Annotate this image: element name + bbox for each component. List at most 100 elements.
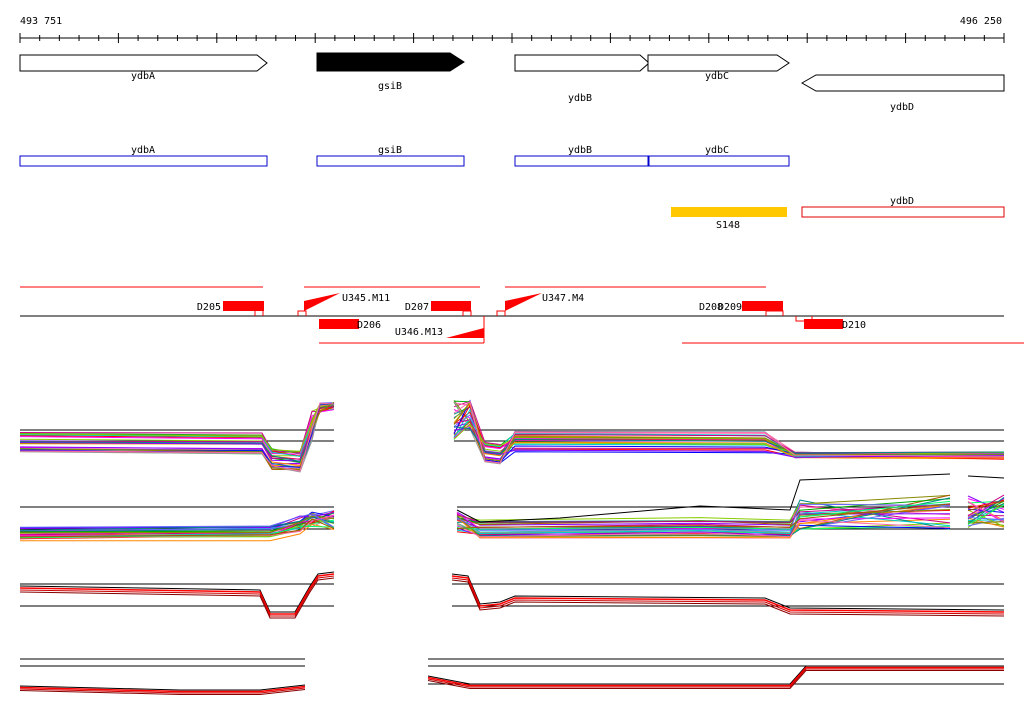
feature-U346-M13-triangle[interactable] xyxy=(446,328,484,338)
profile-line-t2-right xyxy=(456,500,951,530)
profile-line-t3-left xyxy=(19,575,335,617)
feature-D206-label: D206 xyxy=(357,320,381,331)
annotation-label-gsiB: gsiB xyxy=(378,145,402,156)
profile-line-t2-black-tail xyxy=(967,475,1005,479)
expression-profile-lines xyxy=(19,399,1005,695)
gene-label-ydbB: ydbB xyxy=(568,93,592,104)
annotation-box-ydbB[interactable] xyxy=(514,155,649,167)
coordinate-ruler: 493 751 496 250 xyxy=(19,16,1005,43)
profile-line-t1-right xyxy=(453,400,1005,457)
profile-line-t4-left xyxy=(19,687,306,694)
profile-line-t2-left xyxy=(20,523,335,542)
gene-ydbD[interactable]: ydbD xyxy=(800,74,1005,113)
gene-gsiB[interactable]: gsiB xyxy=(316,52,465,92)
gene-arrow-ydbC[interactable] xyxy=(647,54,790,72)
feature-tick-5 xyxy=(765,310,784,316)
profile-line-t3-right xyxy=(451,577,1005,615)
profile-line-t2-right xyxy=(456,503,951,531)
feature-D208-D209-bar[interactable] xyxy=(742,301,783,311)
profile-line-t1-left xyxy=(19,406,335,452)
expression-track-3-refs xyxy=(20,583,1004,607)
segment-S148-label: S148 xyxy=(716,220,740,231)
profile-line-t4-right xyxy=(427,670,1004,689)
features-track: D205 U345.M11 D206 D207 U346.M13 U347.M4… xyxy=(20,286,1024,344)
feature-tick-2 xyxy=(297,310,307,316)
feature-D205-label: D205 xyxy=(197,302,221,313)
profile-line-t1-left xyxy=(19,403,335,454)
profile-line-t1-left xyxy=(20,403,335,454)
feature-U347-M4-label: U347.M4 xyxy=(542,293,584,304)
profile-line-t2-left xyxy=(19,518,335,538)
profile-line-t2-right xyxy=(456,494,951,530)
profile-line-t2-right-tail xyxy=(967,521,1005,524)
gene-arrow-ydbB[interactable] xyxy=(514,54,650,72)
gene-label-gsiB: gsiB xyxy=(378,81,402,92)
profile-line-t2-left xyxy=(19,515,335,534)
profile-line-t2-right-tail xyxy=(967,504,1005,525)
gene-label-ydbC: ydbC xyxy=(705,71,729,82)
feature-D205-bar[interactable] xyxy=(223,301,264,311)
profile-line-t2-black xyxy=(456,473,951,523)
profile-line-t2-left xyxy=(19,513,335,528)
profile-line-t2-right xyxy=(456,519,951,538)
profile-line-t3-left xyxy=(19,577,335,619)
profile-line-t2-right-tail xyxy=(967,501,1005,522)
profile-line-t3-right xyxy=(451,575,1005,613)
annotation-label-ydbC: ydbC xyxy=(705,145,729,156)
expression-tracks xyxy=(19,399,1005,695)
gene-label-ydbA: ydbA xyxy=(131,71,155,82)
segment-S148-bar[interactable] xyxy=(671,207,787,217)
annotation-label-ydbB: ydbB xyxy=(568,145,592,156)
gene-arrow-gsiB[interactable] xyxy=(316,52,465,72)
profile-line-t3-right xyxy=(451,573,1005,611)
profile-line-t4-right xyxy=(427,666,1004,687)
profile-line-t1-right xyxy=(453,400,1005,464)
feature-D210-label: D210 xyxy=(842,320,866,331)
gene-ydbC[interactable]: ydbC xyxy=(647,54,790,82)
gene-arrow-ydbD[interactable] xyxy=(800,74,1005,92)
annotation-box-ydbC[interactable] xyxy=(648,155,790,167)
profile-line-t4-right xyxy=(427,668,1004,688)
feature-D208-label: D208 xyxy=(699,302,723,313)
profile-line-t2-right xyxy=(456,504,951,523)
feature-tick-4 xyxy=(496,310,506,316)
profile-line-t2-right xyxy=(456,503,951,529)
gene-ydbA[interactable]: ydbA xyxy=(19,54,268,82)
profile-line-t1-right xyxy=(453,419,1005,454)
profile-line-t2-right-tail xyxy=(967,496,1005,525)
profile-line-t3-left xyxy=(19,571,335,613)
profile-line-t4-left xyxy=(19,689,306,695)
annotation-box-ydbD[interactable] xyxy=(801,206,1005,218)
annotation-track: ydbA gsiB ydbB ydbC ydbD S148 xyxy=(19,145,1005,231)
gene-label-ydbD: ydbD xyxy=(890,102,914,113)
profile-line-t4-left xyxy=(19,685,306,693)
ruler-start-label: 493 751 xyxy=(20,16,62,27)
feature-D210-bar[interactable] xyxy=(804,319,843,329)
profile-line-t2-right-tail xyxy=(967,517,1005,521)
feature-U346-M13-label: U346.M13 xyxy=(395,327,443,338)
annotation-label-ydbA: ydbA xyxy=(131,145,155,156)
annotation-label-ydbD: ydbD xyxy=(890,196,914,207)
feature-tick-3 xyxy=(462,310,472,316)
gene-track: ydbA gsiB ydbB ydbC ydbD xyxy=(19,52,1005,113)
feature-U347-M4-triangle[interactable] xyxy=(505,293,542,311)
profile-line-t3-right xyxy=(451,579,1005,617)
profile-line-t2-right-tail xyxy=(967,520,1005,526)
feature-D207-bar[interactable] xyxy=(431,301,471,311)
profile-line-t4-right xyxy=(427,665,1004,685)
feature-D206-bar[interactable] xyxy=(319,319,359,329)
profile-line-t1-right xyxy=(453,401,1005,457)
profile-line-t1-left xyxy=(19,402,335,472)
gene-ydbB[interactable]: ydbB xyxy=(514,54,650,104)
ruler-ticks xyxy=(19,33,1005,43)
feature-U345-M11-label: U345.M11 xyxy=(342,293,390,304)
profile-line-t1-right xyxy=(453,423,1005,456)
feature-D209-label: D209 xyxy=(718,302,742,313)
annotation-box-gsiB[interactable] xyxy=(316,155,465,167)
feature-U345-M11-triangle[interactable] xyxy=(304,293,340,311)
gene-arrow-ydbA[interactable] xyxy=(19,54,268,72)
profile-line-t3-left xyxy=(19,573,335,615)
profile-line-t4-left xyxy=(19,684,306,691)
annotation-box-ydbA[interactable] xyxy=(19,155,268,167)
